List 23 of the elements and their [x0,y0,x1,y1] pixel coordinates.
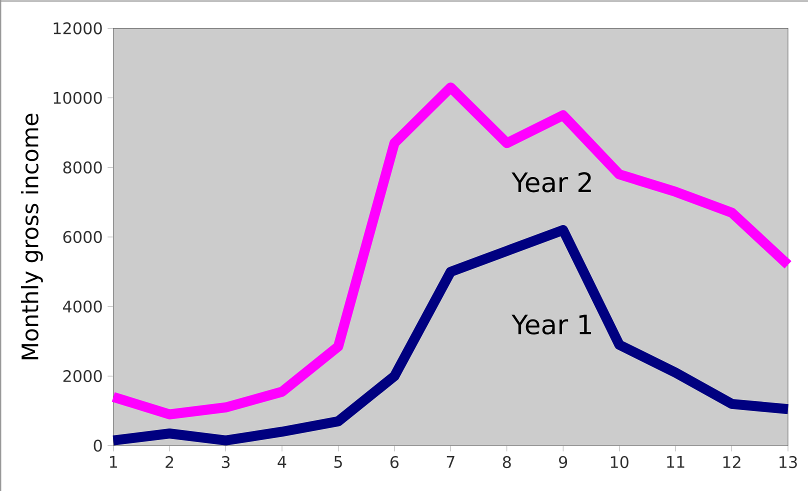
y-tick-label: 12000 [54,22,102,34]
x-tick-label: 5 [334,456,342,468]
x-tick-label: 2 [166,456,174,468]
x-tick-label: 10 [610,456,628,468]
x-tick-label: 6 [390,456,399,468]
x-tick-label: 4 [278,456,286,468]
y-tick-label: 8000 [63,161,102,174]
y-tick-label: 2000 [63,370,102,382]
y-tick-label: 0 [94,440,102,452]
y-axis-title: Monthly gross income [20,114,43,360]
y-tick-label: 10000 [54,92,102,104]
x-tick-label: 13 [780,456,797,468]
series-label: Year 1 [512,314,592,335]
x-tick-label: 1 [110,456,117,468]
x-tick-label: 12 [723,456,740,468]
x-tick-label: 3 [222,456,230,468]
series-label: Year 2 [512,172,591,192]
x-tick-label: 11 [667,456,684,468]
x-tick-label: 8 [502,456,511,468]
x-tick-label: 7 [446,456,454,468]
y-tick-label: 4000 [62,300,102,313]
y-tick-label: 6000 [63,230,102,244]
x-tick-label: 9 [559,456,568,468]
